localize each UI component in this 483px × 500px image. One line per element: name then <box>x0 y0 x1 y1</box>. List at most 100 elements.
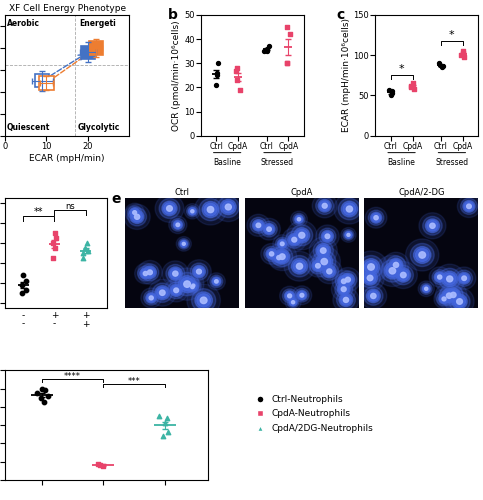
Circle shape <box>447 276 453 282</box>
Circle shape <box>448 290 459 300</box>
Circle shape <box>316 259 342 283</box>
Circle shape <box>341 295 351 305</box>
Circle shape <box>280 242 284 246</box>
Text: Stressed: Stressed <box>261 158 294 166</box>
Circle shape <box>418 281 434 296</box>
Text: Stressed: Stressed <box>435 158 469 166</box>
Point <box>265 42 272 50</box>
Point <box>384 86 392 94</box>
Circle shape <box>159 198 180 218</box>
Circle shape <box>130 210 144 224</box>
Circle shape <box>193 266 205 278</box>
Circle shape <box>263 224 275 235</box>
Circle shape <box>174 288 179 292</box>
Text: -: - <box>22 310 25 320</box>
Circle shape <box>344 231 353 239</box>
Circle shape <box>461 198 477 214</box>
Circle shape <box>310 258 327 274</box>
Circle shape <box>423 286 429 292</box>
Circle shape <box>169 216 187 234</box>
Circle shape <box>425 287 428 290</box>
Point <box>80 254 87 262</box>
Point <box>18 289 26 297</box>
Circle shape <box>291 258 308 274</box>
Circle shape <box>191 210 194 213</box>
Circle shape <box>386 264 399 277</box>
Circle shape <box>222 201 234 213</box>
Circle shape <box>341 279 346 283</box>
Point <box>44 392 52 400</box>
Circle shape <box>343 275 353 284</box>
Circle shape <box>335 268 360 292</box>
Circle shape <box>343 203 355 215</box>
Circle shape <box>293 214 305 225</box>
Circle shape <box>308 246 341 277</box>
Circle shape <box>273 234 292 253</box>
Text: Aerobic: Aerobic <box>7 20 40 28</box>
Circle shape <box>180 240 188 248</box>
Point <box>438 64 446 72</box>
Circle shape <box>463 200 475 212</box>
Circle shape <box>164 203 175 214</box>
Circle shape <box>292 286 312 304</box>
Point <box>37 394 45 402</box>
Circle shape <box>457 195 481 218</box>
Circle shape <box>312 194 337 218</box>
Circle shape <box>217 196 239 218</box>
Circle shape <box>400 272 406 278</box>
Circle shape <box>162 261 188 286</box>
Circle shape <box>187 260 211 283</box>
Title: CpdA: CpdA <box>291 188 313 198</box>
Point <box>286 30 294 38</box>
Text: ***: *** <box>128 376 140 386</box>
Point <box>435 60 443 68</box>
Circle shape <box>133 210 137 214</box>
Circle shape <box>438 275 442 279</box>
Circle shape <box>319 228 336 244</box>
Circle shape <box>434 272 445 282</box>
Y-axis label: ECAR (mpH/min·10⁶cells): ECAR (mpH/min·10⁶cells) <box>341 18 351 132</box>
Circle shape <box>185 204 200 219</box>
Point <box>84 247 92 255</box>
Circle shape <box>300 294 304 297</box>
Circle shape <box>442 271 458 286</box>
Circle shape <box>320 201 330 210</box>
Circle shape <box>125 203 144 222</box>
Circle shape <box>189 282 198 290</box>
Circle shape <box>316 225 339 248</box>
Circle shape <box>426 219 440 232</box>
Circle shape <box>287 296 299 308</box>
Point <box>213 72 221 80</box>
Circle shape <box>173 271 178 276</box>
Circle shape <box>283 289 297 303</box>
Circle shape <box>146 292 156 303</box>
Circle shape <box>279 240 286 248</box>
Circle shape <box>188 282 197 292</box>
Circle shape <box>320 262 339 280</box>
Circle shape <box>188 280 199 291</box>
Circle shape <box>261 222 277 237</box>
Circle shape <box>298 218 300 221</box>
Point <box>94 460 102 468</box>
Circle shape <box>289 298 297 306</box>
Circle shape <box>364 260 378 274</box>
Point <box>232 66 240 74</box>
Circle shape <box>275 238 289 250</box>
Circle shape <box>337 291 355 309</box>
Circle shape <box>374 216 378 220</box>
Circle shape <box>189 284 196 290</box>
Circle shape <box>439 286 459 306</box>
Circle shape <box>443 286 463 304</box>
Circle shape <box>210 275 223 287</box>
Point <box>410 85 417 93</box>
Text: ****: **** <box>64 372 81 381</box>
X-axis label: ECAR (mpH/min): ECAR (mpH/min) <box>29 154 105 163</box>
Point <box>81 244 89 252</box>
Circle shape <box>254 221 263 230</box>
Circle shape <box>132 212 142 222</box>
Point <box>33 389 41 397</box>
Point <box>283 60 291 68</box>
Circle shape <box>208 273 225 290</box>
Circle shape <box>386 256 405 274</box>
Circle shape <box>149 296 153 300</box>
